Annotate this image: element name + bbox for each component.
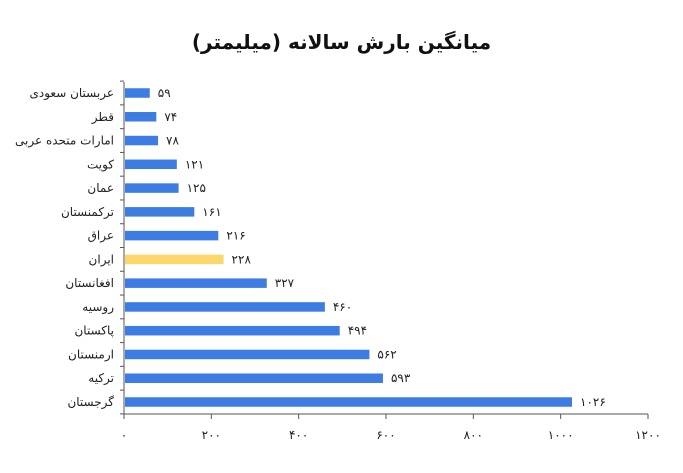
value-label: ۱۶۱ bbox=[202, 205, 221, 219]
bar bbox=[125, 183, 179, 193]
bar bbox=[125, 373, 383, 383]
bar bbox=[125, 159, 177, 170]
value-label: ۱۰۲۶ bbox=[580, 395, 606, 409]
chart-title: میانگین بارش سالانه (میلیمتر) bbox=[191, 30, 492, 54]
x-tick-label: ۴۰۰ bbox=[289, 428, 308, 442]
category-label: عراق bbox=[88, 229, 114, 244]
value-label: ۳۲۷ bbox=[275, 276, 295, 290]
x-tick-label: ۱۰۰۰ bbox=[548, 428, 574, 442]
category-label: کویت bbox=[87, 157, 114, 172]
x-tick-label: ۰ bbox=[121, 428, 127, 442]
bar bbox=[125, 278, 267, 288]
value-label: ۷۸ bbox=[166, 134, 179, 148]
category-label: ایران bbox=[89, 252, 114, 267]
category-label: قطر bbox=[91, 110, 114, 125]
category-label: ارمنستان bbox=[68, 347, 114, 362]
value-label: ۵۹۳ bbox=[391, 371, 411, 385]
x-tick-label: ۶۰۰ bbox=[376, 428, 395, 442]
value-label: ۵۶۲ bbox=[377, 347, 396, 361]
value-label: ۲۲۸ bbox=[232, 252, 252, 266]
category-label: روسیه bbox=[82, 300, 114, 315]
x-tick-label: ۲۰۰ bbox=[202, 428, 221, 442]
category-label: گرجستان bbox=[67, 395, 114, 410]
value-label: ۴۹۴ bbox=[348, 324, 367, 338]
bar bbox=[125, 207, 195, 217]
bar bbox=[125, 325, 340, 336]
bar bbox=[125, 112, 157, 122]
bar bbox=[125, 302, 325, 312]
category-label: ترکیه bbox=[88, 371, 114, 386]
category-label: ترکمنستان bbox=[61, 205, 114, 220]
bar bbox=[125, 88, 150, 98]
category-label: عربستان سعودی bbox=[29, 86, 114, 101]
value-label: ۵۹ bbox=[158, 86, 171, 100]
bar bbox=[125, 254, 224, 265]
value-label: ۲۱۶ bbox=[226, 229, 245, 243]
category-label: عمان bbox=[87, 181, 114, 195]
x-tick-label: ۸۰۰ bbox=[464, 428, 483, 442]
bar bbox=[125, 397, 573, 407]
value-label: ۱۲۱ bbox=[185, 157, 204, 171]
x-tick-label: ۱۲۰۰ bbox=[635, 428, 661, 442]
category-label: امارات متحده عربی bbox=[15, 134, 114, 149]
bar bbox=[125, 230, 219, 241]
bar bbox=[125, 135, 159, 146]
category-label: افغانستان bbox=[65, 276, 114, 290]
bar bbox=[125, 349, 370, 360]
value-label: ۱۲۵ bbox=[187, 181, 206, 195]
category-label: پاکستان bbox=[74, 324, 114, 338]
value-label: ۷۴ bbox=[164, 110, 177, 124]
value-label: ۴۶۰ bbox=[333, 300, 352, 314]
